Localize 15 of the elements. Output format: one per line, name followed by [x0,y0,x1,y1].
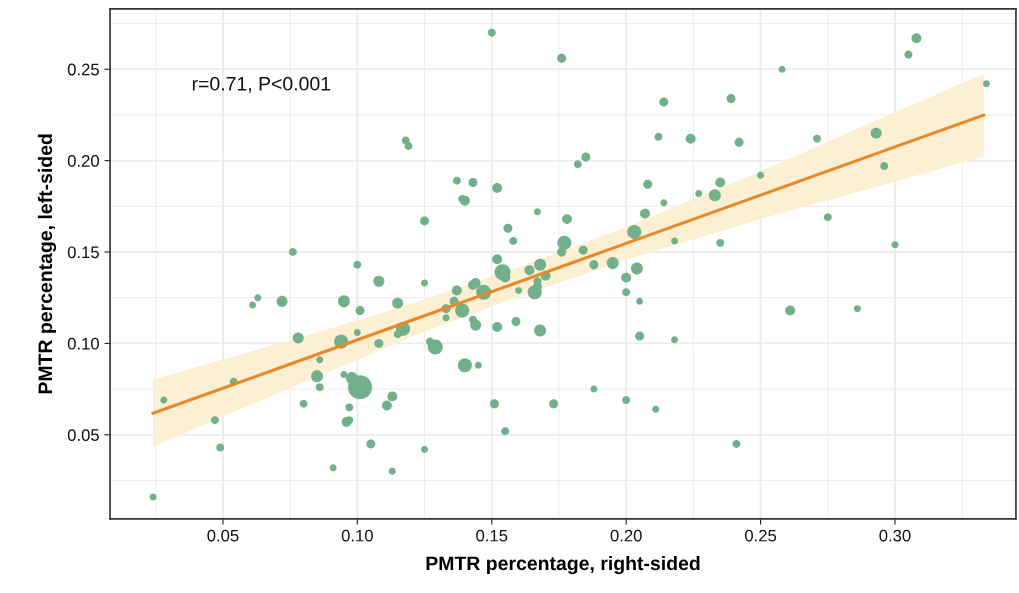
x-tick-label: 0.05 [207,529,239,542]
x-tick-label: 0.20 [610,529,642,542]
x-axis-title: PMTR percentage, right-sided [426,555,700,575]
x-tick-label: 0.10 [341,529,373,542]
y-tick-label: 0.05 [67,429,99,441]
line-series [151,113,986,415]
x-tick-label: 0.30 [879,529,911,542]
x-tick-label: 0.25 [745,529,777,542]
y-axis-title: PMTR percentage, left-sided [37,134,57,394]
y-tick-label: 0.20 [67,155,99,167]
y-tick-label: 0.10 [67,337,99,350]
annotation: r=0.71, P<0.001 [192,76,331,93]
x-tick-label: 0.15 [476,529,508,542]
y-tick-label: 0.25 [67,63,99,76]
y-tick-label: 0.15 [67,246,99,259]
